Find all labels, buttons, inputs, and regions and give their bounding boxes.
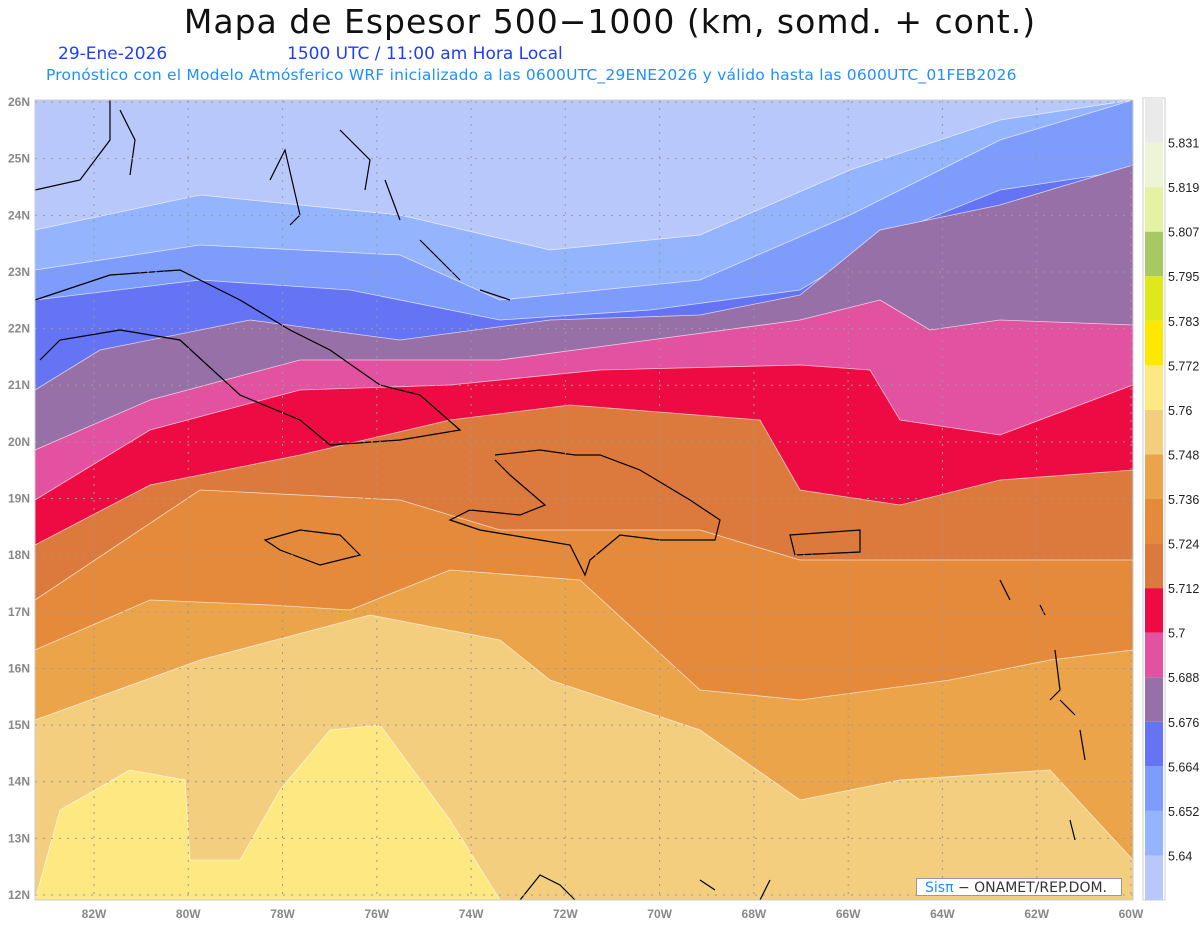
colorbar-swatch — [1145, 320, 1163, 366]
colorbar-label: 5.664 — [1168, 760, 1199, 774]
map-frame — [34, 99, 1134, 901]
colorbar-label: 5.831 — [1168, 137, 1199, 151]
colorbar-label: 5.688 — [1168, 671, 1199, 685]
lat-tick-label: 23N — [8, 265, 30, 279]
colorbar-swatch — [1145, 98, 1163, 143]
colorbar-swatch — [1145, 855, 1163, 900]
colorbar-swatch — [1145, 409, 1163, 455]
lat-tick-label: 18N — [8, 548, 30, 562]
colorbar-swatch — [1145, 721, 1163, 767]
lat-tick-label: 21N — [8, 378, 30, 392]
lat-tick-label: 16N — [8, 661, 30, 675]
lon-tick-label: 68W — [742, 907, 767, 921]
colorbar-label: 5.676 — [1168, 716, 1199, 730]
lat-tick-label: 26N — [8, 95, 30, 109]
colorbar-swatch — [1145, 365, 1163, 410]
map-title: Mapa de Espesor 500−1000 (km, somd. + co… — [183, 2, 1037, 41]
colorbar-swatch — [1145, 766, 1163, 811]
lat-tick-label: 22N — [8, 322, 30, 336]
lat-tick-label: 17N — [8, 605, 30, 619]
colorbar-label: 5.76 — [1168, 404, 1192, 418]
colorbar-label: 5.783 — [1168, 315, 1199, 329]
colorbar-swatch — [1145, 677, 1163, 722]
colorbar-swatch — [1145, 276, 1163, 321]
colorbar-swatch — [1145, 810, 1163, 856]
puerto-rico-coast — [789, 529, 861, 556]
lat-tick-label: 25N — [8, 152, 30, 166]
colorbar-swatch — [1145, 543, 1163, 589]
lon-tick-label: 72W — [553, 907, 578, 921]
lon-tick-label: 62W — [1024, 907, 1049, 921]
colorbar-swatch — [1145, 588, 1163, 633]
credit-box: Sisπ − ONAMET/REP.DOM. — [916, 878, 1122, 896]
lon-tick-label: 82W — [82, 907, 107, 921]
colorbar-swatch — [1145, 231, 1163, 277]
colorbar-label: 5.819 — [1168, 181, 1199, 195]
venezuela-coast — [519, 874, 771, 901]
cuba-coast — [34, 269, 462, 446]
lon-tick-label: 60W — [1119, 907, 1144, 921]
colorbar-label: 5.64 — [1168, 849, 1192, 863]
hispaniola-coast — [448, 449, 721, 577]
colorbar-label: 5.736 — [1168, 493, 1199, 507]
lat-tick-label: 24N — [8, 208, 30, 222]
date-label: 29-Ene-2026 — [58, 44, 168, 64]
colorbar-swatch — [1145, 142, 1163, 188]
florida-coast — [34, 100, 111, 191]
colorbar-label: 5.712 — [1168, 582, 1199, 596]
bahamas-coast — [119, 109, 511, 301]
lon-tick-label: 66W — [836, 907, 861, 921]
lon-tick-label: 70W — [647, 907, 672, 921]
colorbar-label: 5.795 — [1168, 270, 1199, 284]
sis-logo: Sisπ — [925, 880, 954, 896]
colorbar-swatch — [1145, 454, 1163, 499]
lat-tick-label: 13N — [8, 831, 30, 845]
lon-tick-label: 78W — [270, 907, 295, 921]
band-11 — [34, 724, 501, 901]
lat-tick-label: 12N — [8, 888, 30, 902]
colorbar-swatch — [1145, 499, 1163, 544]
colorbar-label: 5.807 — [1168, 226, 1199, 240]
colorbar-label: 5.724 — [1168, 538, 1199, 552]
lat-tick-label: 19N — [8, 492, 30, 506]
time-label: 1500 UTC / 11:00 am Hora Local — [287, 44, 563, 64]
colorbar-label: 5.772 — [1168, 359, 1199, 373]
colorbar-label: 5.748 — [1168, 448, 1199, 462]
jamaica-coast — [263, 529, 362, 566]
colorbar-swatch — [1145, 632, 1163, 678]
colorbar-label: 5.652 — [1168, 805, 1199, 819]
forecast-subtitle: Pronóstico con el Modelo Atmósferico WRF… — [46, 66, 1017, 84]
credit-text: − ONAMET/REP.DOM. — [953, 880, 1108, 896]
lon-tick-label: 64W — [930, 907, 955, 921]
lat-tick-label: 14N — [8, 775, 30, 789]
colorbar-label: 5.7 — [1168, 627, 1185, 641]
lesser-antilles-coast — [999, 579, 1086, 891]
lon-tick-label: 74W — [459, 907, 484, 921]
lat-tick-label: 20N — [8, 435, 30, 449]
lat-tick-label: 15N — [8, 718, 30, 732]
lon-tick-label: 80W — [176, 907, 201, 921]
lon-tick-label: 76W — [364, 907, 389, 921]
colorbar-swatch — [1145, 187, 1163, 232]
